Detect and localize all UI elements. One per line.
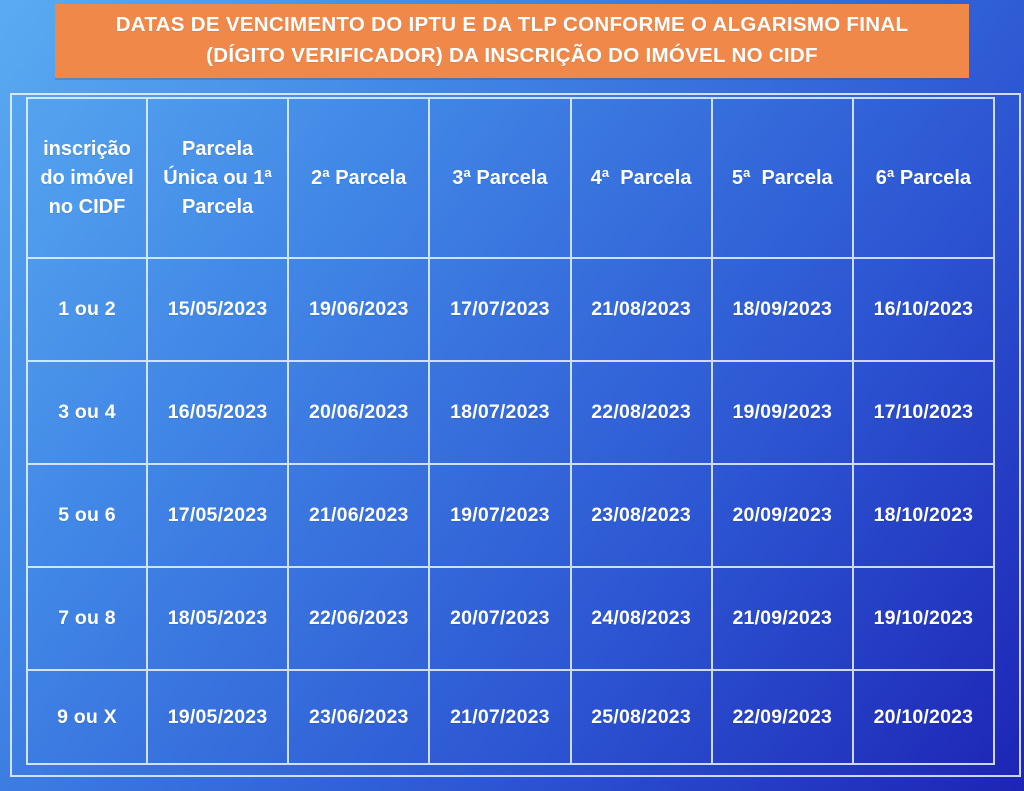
header-parcela-4: 4ª Parcela: [571, 99, 713, 259]
row-4-date-2: 22/06/2023: [289, 568, 431, 671]
row-1-date-3: 17/07/2023: [430, 259, 572, 362]
row-3-date-4: 23/08/2023: [571, 465, 713, 568]
row-5-digit: 9 ou X: [28, 671, 148, 765]
row-5-date-6: 20/10/2023: [853, 671, 995, 765]
row-4-date-4: 24/08/2023: [571, 568, 713, 671]
row-5-date-3: 21/07/2023: [430, 671, 572, 765]
row-4-date-3: 20/07/2023: [430, 568, 572, 671]
header-inscription: inscrição do imóvel no CIDF: [28, 99, 148, 259]
title-line-2: (DÍGITO VERIFICADOR) DA INSCRIÇÃO DO IMÓ…: [206, 44, 818, 67]
row-5-date-4: 25/08/2023: [571, 671, 713, 765]
row-1-date-4: 21/08/2023: [571, 259, 713, 362]
header-parcela-5: 5ª Parcela: [712, 99, 854, 259]
row-2-date-2: 20/06/2023: [289, 362, 431, 465]
row-5-date-5: 22/09/2023: [712, 671, 854, 765]
row-1-date-5: 18/09/2023: [712, 259, 854, 362]
row-5-date-2: 23/06/2023: [289, 671, 431, 765]
row-1-date-6: 16/10/2023: [853, 259, 995, 362]
row-2-digit: 3 ou 4: [28, 362, 148, 465]
row-4-date-5: 21/09/2023: [712, 568, 854, 671]
row-2-date-5: 19/09/2023: [712, 362, 854, 465]
row-2-date-3: 18/07/2023: [430, 362, 572, 465]
row-3-date-2: 21/06/2023: [289, 465, 431, 568]
row-3-digit: 5 ou 6: [28, 465, 148, 568]
row-2-date-1: 16/05/2023: [148, 362, 290, 465]
row-4-date-6: 19/10/2023: [853, 568, 995, 671]
row-3-date-1: 17/05/2023: [148, 465, 290, 568]
row-3-date-6: 18/10/2023: [853, 465, 995, 568]
schedule-table-frame: inscrição do imóvel no CIDF Parcela Únic…: [10, 93, 1021, 777]
title-line-1: DATAS DE VENCIMENTO DO IPTU E DA TLP CON…: [115, 13, 909, 37]
row-3-date-3: 19/07/2023: [430, 465, 572, 568]
header-parcela-3: 3ª Parcela: [430, 99, 572, 259]
header-parcela-6: 6ª Parcela: [853, 99, 995, 259]
schedule-table: inscrição do imóvel no CIDF Parcela Únic…: [26, 97, 995, 765]
row-1-digit: 1 ou 2: [28, 259, 148, 362]
row-1-date-2: 19/06/2023: [289, 259, 431, 362]
header-parcela-unica: Parcela Única ou 1ª Parcela: [148, 99, 290, 259]
row-4-digit: 7 ou 8: [28, 568, 148, 671]
row-1-date-1: 15/05/2023: [148, 259, 290, 362]
row-2-date-4: 22/08/2023: [571, 362, 713, 465]
row-5-date-1: 19/05/2023: [148, 671, 290, 765]
row-4-date-1: 18/05/2023: [148, 568, 290, 671]
header-parcela-2: 2ª Parcela: [289, 99, 431, 259]
title-banner: DATAS DE VENCIMENTO DO IPTU E DA TLP CON…: [55, 4, 969, 78]
row-3-date-5: 20/09/2023: [712, 465, 854, 568]
row-2-date-6: 17/10/2023: [853, 362, 995, 465]
